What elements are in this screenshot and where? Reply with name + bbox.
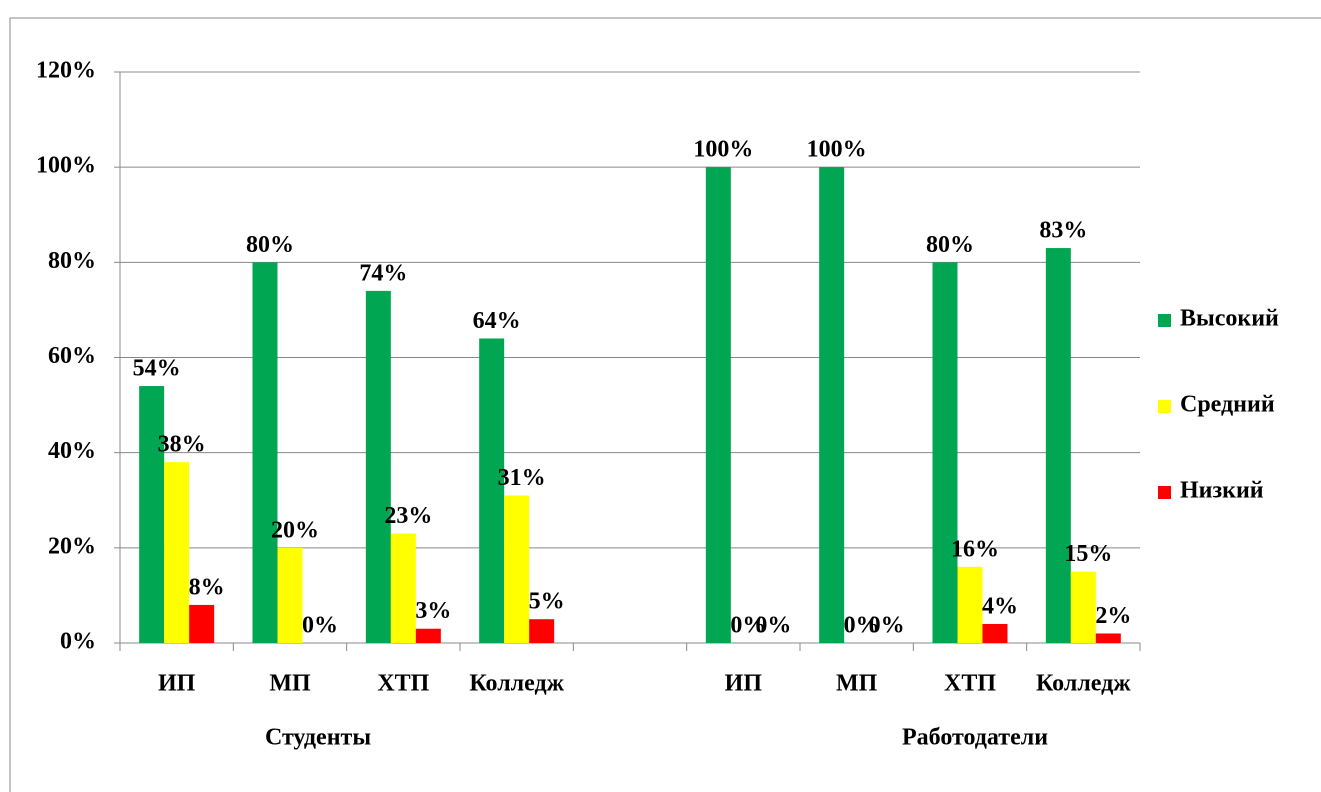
value-label: 15% [1064, 541, 1112, 567]
value-label: 0% [302, 613, 338, 639]
value-label: 74% [359, 260, 407, 286]
value-label: 16% [951, 536, 999, 562]
bar [529, 619, 555, 643]
bar [982, 623, 1008, 643]
value-label: 64% [473, 308, 521, 334]
legend-swatch [1158, 400, 1171, 413]
bar [957, 566, 983, 643]
group-label: Студенты [265, 725, 371, 751]
legend-swatch [1158, 486, 1171, 499]
bar [504, 495, 530, 643]
y-tick-label: 40% [48, 438, 96, 464]
bar [415, 628, 441, 643]
bar [164, 462, 190, 643]
value-label: 0% [869, 613, 905, 639]
chart-frame [9, 17, 1321, 792]
value-label: 23% [384, 503, 432, 529]
value-label: 80% [926, 232, 974, 258]
x-tick-label: Колледж [1036, 671, 1131, 697]
value-label: 100% [693, 137, 753, 163]
value-label: 3% [415, 598, 451, 624]
value-label: 2% [1095, 603, 1131, 629]
value-label: 31% [498, 465, 546, 491]
group-label: Работодатели [902, 725, 1048, 751]
legend-label: Высокий [1180, 306, 1279, 332]
value-label: 0% [844, 613, 880, 639]
x-tick-label: Колледж [469, 671, 564, 697]
value-label: 38% [158, 432, 206, 458]
bar [390, 533, 416, 643]
bar [932, 262, 958, 643]
value-label: 0% [755, 613, 791, 639]
x-tick-label: ХТП [377, 671, 429, 697]
y-tick-label: 0% [60, 629, 96, 655]
legend-swatch [1158, 314, 1171, 327]
value-label: 4% [982, 593, 1018, 619]
bar [277, 547, 303, 643]
bar [705, 167, 731, 643]
value-label: 100% [807, 137, 867, 163]
y-tick-label: 60% [48, 343, 96, 369]
bar [252, 262, 278, 643]
x-tick-label: МП [269, 671, 311, 697]
value-label: 83% [1039, 218, 1087, 244]
legend-label: Средний [1180, 392, 1275, 418]
x-tick-label: ИП [725, 671, 763, 697]
bar [479, 338, 505, 643]
bar [1045, 248, 1071, 643]
bar [365, 290, 391, 643]
bar [1095, 633, 1121, 643]
y-tick-label: 100% [36, 153, 96, 179]
value-label: 8% [189, 574, 225, 600]
y-tick-label: 80% [48, 248, 96, 274]
x-tick-label: ХТП [944, 671, 996, 697]
value-label: 80% [246, 232, 294, 258]
value-label: 0% [730, 613, 766, 639]
y-tick-label: 20% [48, 533, 96, 559]
x-tick-label: МП [836, 671, 878, 697]
y-tick-label: 120% [36, 58, 96, 84]
value-label: 54% [133, 356, 181, 382]
legend-label: Низкий [1180, 478, 1264, 504]
value-label: 20% [271, 517, 319, 543]
bar [189, 604, 215, 643]
bar [139, 386, 165, 643]
value-label: 5% [529, 589, 565, 615]
x-tick-label: ИП [158, 671, 196, 697]
bar [1070, 571, 1096, 643]
bar [819, 167, 845, 643]
